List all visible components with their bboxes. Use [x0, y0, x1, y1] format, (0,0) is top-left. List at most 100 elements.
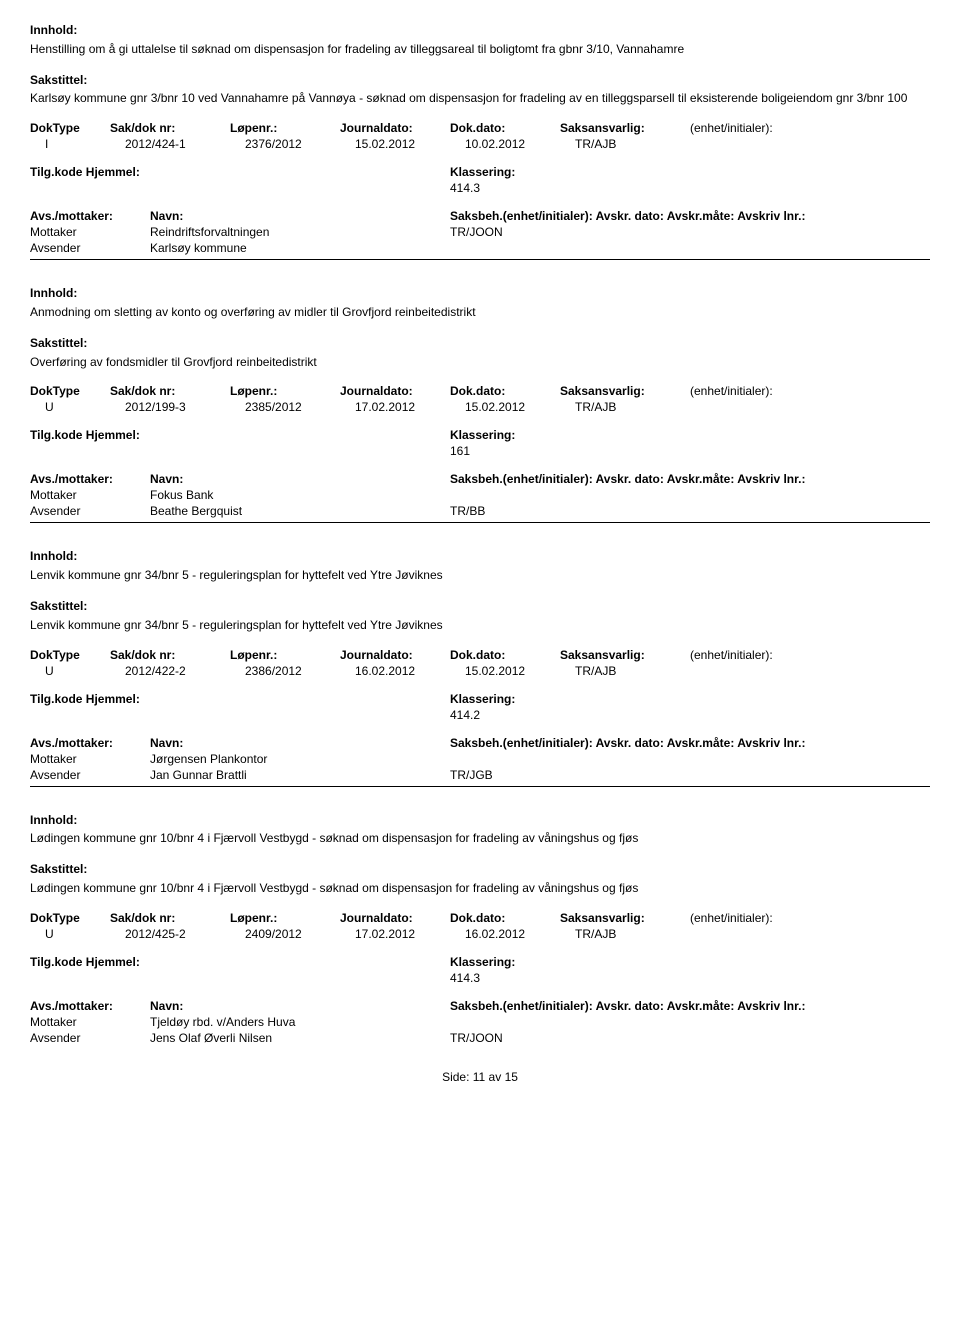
- doktype-value: U: [30, 927, 125, 941]
- mottaker-name: Fokus Bank: [150, 488, 450, 502]
- meta-header: DokType Sak/dok nr: Løpenr.: Journaldato…: [30, 911, 930, 925]
- klassering-label: Klassering:: [450, 955, 930, 969]
- klass-value-row: 414.2: [30, 708, 930, 722]
- tilgkode-label: Tilg.kode: [30, 165, 82, 179]
- doktype-label: DokType: [30, 648, 110, 662]
- innhold-text: Lenvik kommune gnr 34/bnr 5 - regulering…: [30, 567, 930, 584]
- avsender-name: Jens Olaf Øverli Nilsen: [150, 1031, 450, 1045]
- sakdok-label: Sak/dok nr:: [110, 121, 230, 135]
- innhold-label: Innhold:: [30, 812, 930, 829]
- meta-header: DokType Sak/dok nr: Løpenr.: Journaldato…: [30, 384, 930, 398]
- sakstittel-label: Sakstittel:: [30, 72, 930, 89]
- sakdok-value: 2012/424-1: [125, 137, 245, 151]
- doktype-value: U: [30, 400, 125, 414]
- meta-row: U 2012/199-3 2385/2012 17.02.2012 15.02.…: [30, 400, 930, 414]
- meta-header: DokType Sak/dok nr: Løpenr.: Journaldato…: [30, 648, 930, 662]
- journaldato-value: 17.02.2012: [355, 400, 465, 414]
- dokdato-label: Dok.dato:: [450, 121, 560, 135]
- sakdok-value: 2012/425-2: [125, 927, 245, 941]
- doktype-value: U: [30, 664, 125, 678]
- avsender-row: Avsender Jens Olaf Øverli Nilsen TR/JOON: [30, 1031, 930, 1045]
- record: Innhold: Lenvik kommune gnr 34/bnr 5 - r…: [30, 548, 930, 786]
- tilgkode-label: Tilg.kode: [30, 955, 82, 969]
- sakstittel-text: Lenvik kommune gnr 34/bnr 5 - regulering…: [30, 617, 930, 634]
- enhet-label: (enhet/initialer):: [690, 384, 930, 398]
- avs-header: Avs./mottaker: Navn: Saksbeh.(enhet/init…: [30, 999, 930, 1013]
- tilgkode-label: Tilg.kode: [30, 428, 82, 442]
- enhet-label: (enhet/initialer):: [690, 648, 930, 662]
- mottaker-name: Jørgensen Plankontor: [150, 752, 450, 766]
- saksansvarlig-label: Saksansvarlig:: [560, 648, 690, 662]
- lopenr-label: Løpenr.:: [230, 911, 340, 925]
- avsender-label: Avsender: [30, 1031, 150, 1045]
- mottaker-row: Mottaker Reindriftsforvaltningen TR/JOON: [30, 225, 930, 239]
- avsender-code: TR/BB: [450, 504, 930, 518]
- saksbeh-label: Saksbeh.(enhet/initialer): Avskr. dato: …: [450, 209, 930, 223]
- page-total: 15: [505, 1070, 518, 1084]
- record: Innhold: Anmodning om sletting av konto …: [30, 285, 930, 523]
- lopenr-label: Løpenr.:: [230, 121, 340, 135]
- mottaker-label: Mottaker: [30, 752, 150, 766]
- meta-row: U 2012/425-2 2409/2012 17.02.2012 16.02.…: [30, 927, 930, 941]
- innhold-label: Innhold:: [30, 285, 930, 302]
- avsender-row: Avsender Beathe Bergquist TR/BB: [30, 504, 930, 518]
- separator: [30, 786, 930, 787]
- hjemmel-label: Hjemmel:: [86, 955, 140, 969]
- avsender-code: TR/JOON: [450, 1031, 930, 1045]
- saksansvarlig-value: TR/AJB: [575, 400, 705, 414]
- mottaker-name: Reindriftsforvaltningen: [150, 225, 450, 239]
- side-label: Side:: [442, 1070, 469, 1084]
- saksansvarlig-value: TR/AJB: [575, 664, 705, 678]
- avsender-name: Beathe Bergquist: [150, 504, 450, 518]
- lopenr-label: Løpenr.:: [230, 384, 340, 398]
- klassering-label: Klassering:: [450, 165, 930, 179]
- dokdato-value: 16.02.2012: [465, 927, 575, 941]
- klass-row: Tilg.kode Hjemmel: Klassering:: [30, 165, 930, 179]
- enhet-label: (enhet/initialer):: [690, 911, 930, 925]
- avsender-label: Avsender: [30, 768, 150, 782]
- avsender-label: Avsender: [30, 504, 150, 518]
- dokdato-value: 15.02.2012: [465, 664, 575, 678]
- lopenr-value: 2385/2012: [245, 400, 355, 414]
- innhold-text: Lødingen kommune gnr 10/bnr 4 i Fjærvoll…: [30, 830, 930, 847]
- avs-header: Avs./mottaker: Navn: Saksbeh.(enhet/init…: [30, 209, 930, 223]
- dokdato-label: Dok.dato:: [450, 384, 560, 398]
- meta-header: DokType Sak/dok nr: Løpenr.: Journaldato…: [30, 121, 930, 135]
- sakstittel-label: Sakstittel:: [30, 335, 930, 352]
- lopenr-value: 2376/2012: [245, 137, 355, 151]
- sakstittel-text: Karlsøy kommune gnr 3/bnr 10 ved Vannaha…: [30, 90, 930, 107]
- lopenr-label: Løpenr.:: [230, 648, 340, 662]
- klass-row: Tilg.kode Hjemmel: Klassering:: [30, 692, 930, 706]
- klass-value-row: 414.3: [30, 181, 930, 195]
- saksbeh-label: Saksbeh.(enhet/initialer): Avskr. dato: …: [450, 736, 930, 750]
- hjemmel-label: Hjemmel:: [86, 692, 140, 706]
- innhold-label: Innhold:: [30, 548, 930, 565]
- klass-row: Tilg.kode Hjemmel: Klassering:: [30, 955, 930, 969]
- mottaker-row: Mottaker Jørgensen Plankontor: [30, 752, 930, 766]
- mottaker-code: TR/JOON: [450, 225, 930, 239]
- mottaker-label: Mottaker: [30, 488, 150, 502]
- enhet-label: (enhet/initialer):: [690, 121, 930, 135]
- avsender-name: Jan Gunnar Brattli: [150, 768, 450, 782]
- journaldato-label: Journaldato:: [340, 121, 450, 135]
- klassering-label: Klassering:: [450, 428, 930, 442]
- dokdato-label: Dok.dato:: [450, 648, 560, 662]
- navn-label: Navn:: [150, 209, 450, 223]
- journaldato-value: 16.02.2012: [355, 664, 465, 678]
- sakdok-label: Sak/dok nr:: [110, 384, 230, 398]
- avsender-row: Avsender Jan Gunnar Brattli TR/JGB: [30, 768, 930, 782]
- dokdato-value: 15.02.2012: [465, 400, 575, 414]
- innhold-text: Henstilling om å gi uttalelse til søknad…: [30, 41, 930, 58]
- sakdok-label: Sak/dok nr:: [110, 911, 230, 925]
- journaldato-value: 15.02.2012: [355, 137, 465, 151]
- klassering-value: 414.3: [450, 181, 930, 195]
- saksansvarlig-label: Saksansvarlig:: [560, 384, 690, 398]
- sakdok-value: 2012/422-2: [125, 664, 245, 678]
- navn-label: Navn:: [150, 472, 450, 486]
- mottaker-label: Mottaker: [30, 1015, 150, 1029]
- mottaker-row: Mottaker Tjeldøy rbd. v/Anders Huva: [30, 1015, 930, 1029]
- doktype-label: DokType: [30, 384, 110, 398]
- mottaker-label: Mottaker: [30, 225, 150, 239]
- dokdato-label: Dok.dato:: [450, 911, 560, 925]
- avs-header: Avs./mottaker: Navn: Saksbeh.(enhet/init…: [30, 736, 930, 750]
